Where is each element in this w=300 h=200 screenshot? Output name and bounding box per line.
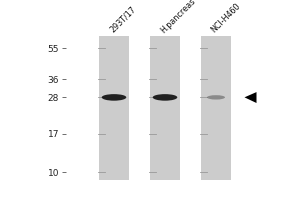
Ellipse shape [153,94,177,101]
Text: 293T/17: 293T/17 [108,5,137,35]
Text: NCI-H460: NCI-H460 [210,2,242,35]
Bar [99,36,129,180]
Text: H.pancreas: H.pancreas [159,0,197,35]
Bar [201,36,231,180]
Polygon shape [244,92,256,103]
Ellipse shape [102,94,126,101]
Bar [150,36,180,180]
Ellipse shape [207,95,225,100]
